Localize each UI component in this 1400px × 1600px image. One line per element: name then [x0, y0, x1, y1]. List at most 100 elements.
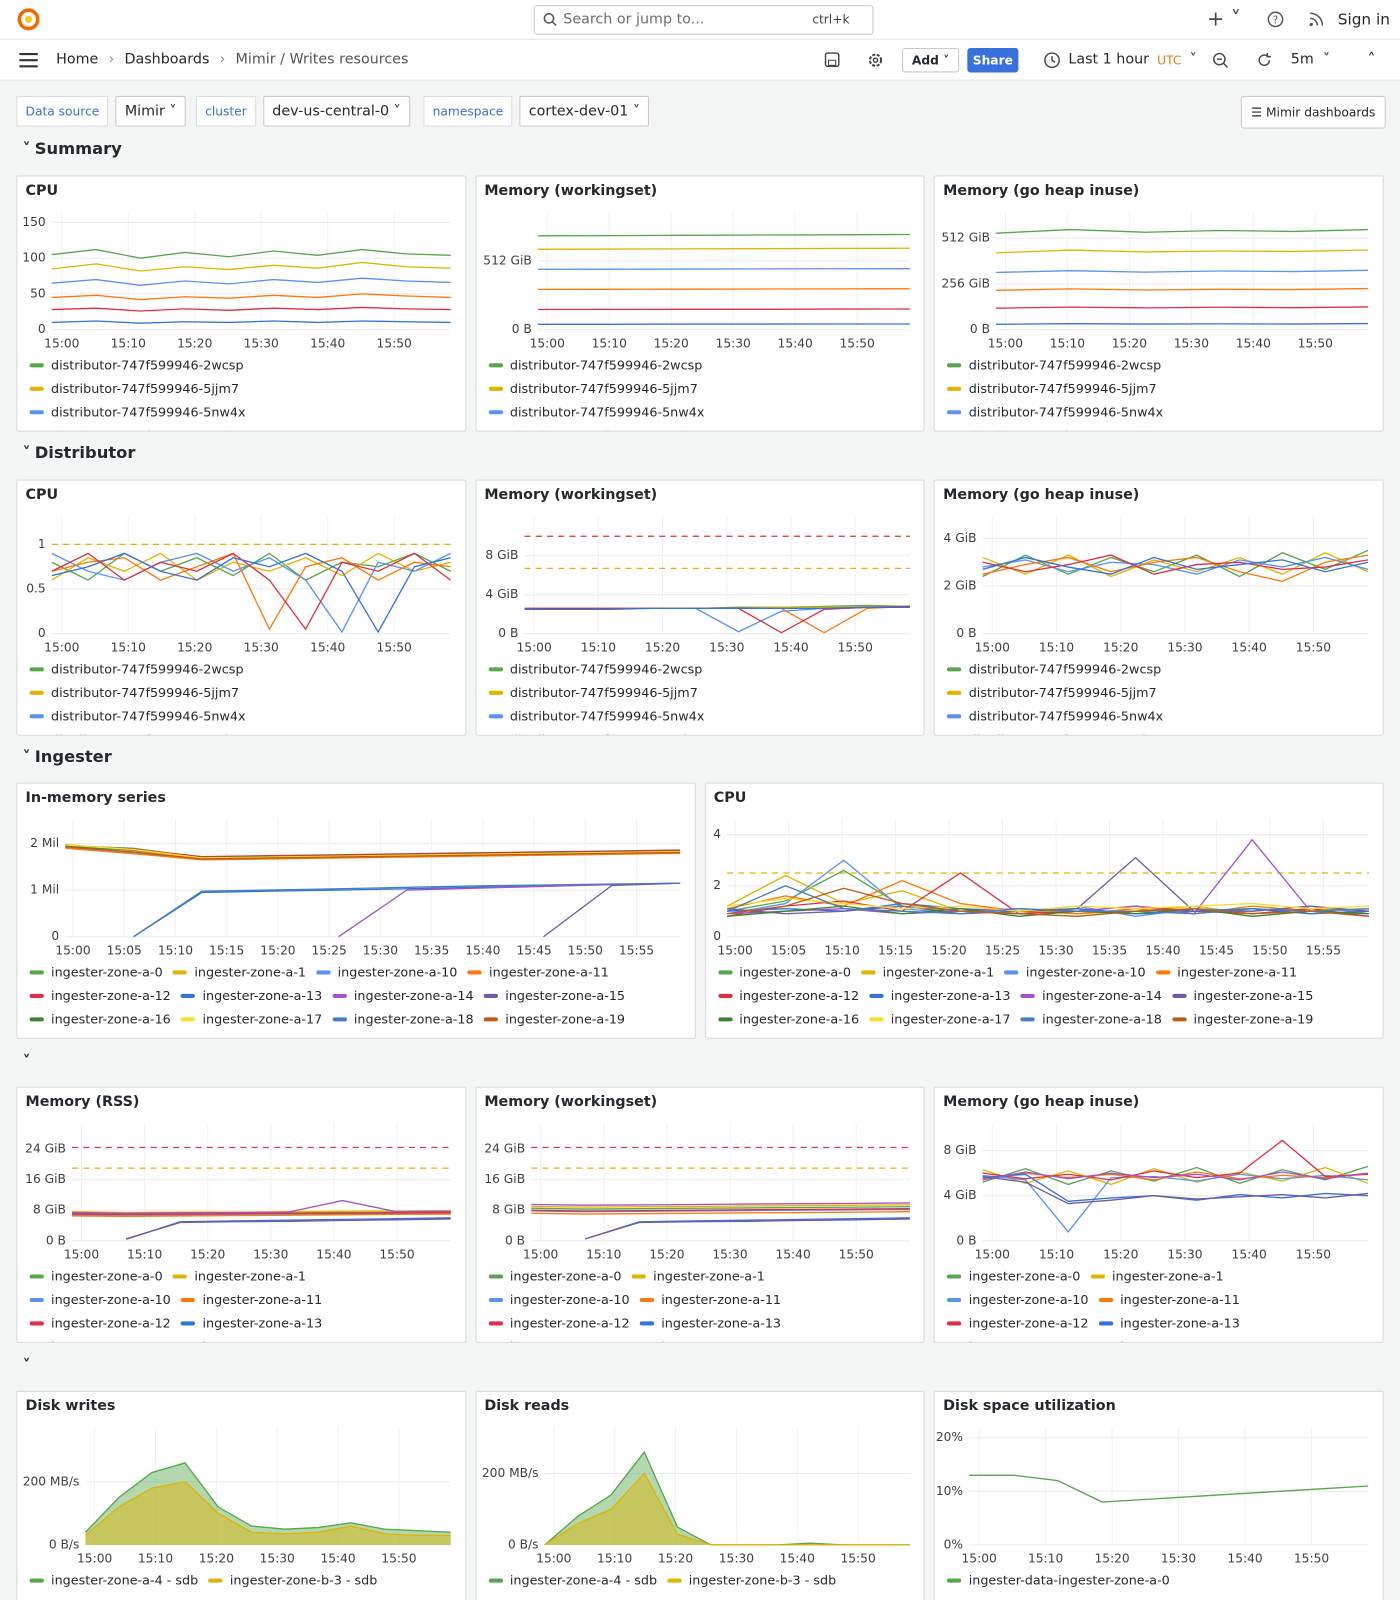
- legend-item[interactable]: ingester-zone-a-1: [861, 963, 994, 980]
- legend-item[interactable]: ingester-zone-a-18: [1020, 1010, 1162, 1027]
- variable-value[interactable]: Mimir ˅: [115, 95, 186, 127]
- legend-item[interactable]: ingester-zone-a-12: [488, 1314, 630, 1331]
- legend-item[interactable]: ingester-zone-a-11: [1098, 1291, 1240, 1308]
- legend-item[interactable]: ingester-zone-a-10: [488, 1291, 630, 1308]
- legend-item[interactable]: ingester-zone-a-15: [483, 987, 625, 1004]
- refresh-interval[interactable]: 5m ˅: [1290, 51, 1331, 68]
- legend-item[interactable]: ingester-zone-a-15: [1099, 1338, 1240, 1342]
- legend-item[interactable]: ingester-zone-a-13: [181, 987, 322, 1004]
- legend-item[interactable]: ingester-zone-a-4 - sdb: [488, 1571, 657, 1588]
- refresh-icon[interactable]: [1256, 52, 1272, 68]
- legend-item[interactable]: distributor-747f599946-5nw4x: [947, 707, 1163, 724]
- legend-item[interactable]: distributor-747f599946-2wcsp: [488, 660, 702, 677]
- row-header[interactable]: ˅ Summary: [22, 138, 122, 159]
- search-box[interactable]: Search or jump to... ctrl+k: [533, 5, 874, 35]
- legend-item[interactable]: ingester-zone-a-10: [29, 1291, 171, 1308]
- variable-value[interactable]: dev-us-central-0 ˅: [263, 95, 411, 127]
- legend-item[interactable]: ingester-zone-a-11: [1155, 963, 1297, 980]
- legend-item[interactable]: ingester-zone-a-12: [29, 1314, 171, 1331]
- legend-item[interactable]: distributor-747f599946-2wcsp: [29, 660, 244, 677]
- legend-item[interactable]: ingester-zone-a-0: [947, 1267, 1080, 1284]
- legend-item[interactable]: ingester-zone-a-14: [332, 987, 474, 1004]
- grafana-logo[interactable]: [16, 7, 40, 31]
- legend-item[interactable]: ingester-zone-a-13: [869, 987, 1010, 1004]
- row-header[interactable]: ˅ Distributor: [22, 442, 136, 463]
- legend-item[interactable]: distributor-747f599946-5nw4x: [29, 707, 246, 724]
- legend-item[interactable]: distributor-747f599946-5jjm7: [29, 684, 239, 701]
- legend-item[interactable]: ingester-zone-a-19: [1172, 1010, 1313, 1027]
- legend-item[interactable]: ingester-zone-a-11: [639, 1291, 781, 1308]
- legend-item[interactable]: ingester-zone-a-17: [181, 1010, 322, 1027]
- breadcrumb[interactable]: Home: [56, 51, 99, 68]
- news-icon[interactable]: [1308, 11, 1324, 27]
- legend-item[interactable]: ingester-zone-a-14: [30, 1338, 171, 1342]
- legend-item[interactable]: ingester-zone-a-12: [717, 987, 859, 1004]
- legend-item[interactable]: distributor-747f599946-2wcsp: [488, 356, 702, 373]
- legend-item[interactable]: ingester-zone-a-14: [1020, 987, 1162, 1004]
- legend-item[interactable]: distributor-747f599946-5ptht: [488, 731, 697, 735]
- legend-item[interactable]: distributor-747f599946-5nw4x: [29, 403, 246, 420]
- legend-item[interactable]: distributor-747f599946-5jjm7: [488, 380, 698, 397]
- new-button[interactable]: + ˅: [1207, 6, 1241, 31]
- row-header[interactable]: ˅ Ingester: [22, 746, 112, 767]
- legend-item[interactable]: distributor-747f599946-5ptht: [488, 427, 697, 431]
- legend-item[interactable]: ingester-zone-a-10: [316, 963, 457, 980]
- save-icon[interactable]: [824, 52, 840, 68]
- legend-item[interactable]: ingester-zone-b-3 - sdb: [208, 1571, 377, 1588]
- legend-item[interactable]: ingester-zone-a-18: [332, 1010, 474, 1027]
- legend-item[interactable]: ingester-zone-a-10: [947, 1291, 1088, 1308]
- legend-item[interactable]: ingester-zone-a-1: [1090, 1267, 1224, 1284]
- dashboard-links[interactable]: ☰ Mimir dashboards: [1240, 95, 1386, 129]
- menu-icon[interactable]: [18, 52, 38, 68]
- legend-item[interactable]: distributor-747f599946-5nw4x: [488, 403, 704, 420]
- legend-item[interactable]: distributor-747f599946-5ptht: [30, 427, 238, 431]
- legend-item[interactable]: ingester-zone-a-1: [172, 1267, 306, 1284]
- add-button[interactable]: Add ˅: [902, 47, 960, 73]
- legend-item[interactable]: ingester-zone-b-3 - sdb: [667, 1571, 836, 1588]
- legend-item[interactable]: ingester-data-ingester-zone-a-0: [947, 1571, 1170, 1588]
- legend-item[interactable]: ingester-zone-a-0: [488, 1267, 622, 1284]
- breadcrumb[interactable]: Dashboards: [124, 51, 210, 68]
- legend-item[interactable]: distributor-747f599946-5nw4x: [488, 707, 704, 724]
- settings-icon[interactable]: [867, 52, 883, 68]
- legend-item[interactable]: ingester-zone-a-11: [467, 963, 609, 980]
- legend-item[interactable]: ingester-zone-a-10: [1004, 963, 1146, 980]
- legend-item[interactable]: distributor-747f599946-5nw4x: [947, 403, 1163, 420]
- legend-item[interactable]: ingester-zone-a-13: [181, 1314, 322, 1331]
- legend-item[interactable]: ingester-zone-a-1: [631, 1267, 765, 1284]
- legend-item[interactable]: ingester-zone-a-15: [1172, 987, 1313, 1004]
- legend-item[interactable]: ingester-zone-a-13: [1098, 1314, 1240, 1331]
- row-header[interactable]: ˅: [22, 1051, 31, 1071]
- legend-item[interactable]: distributor-747f599946-2wcsp: [947, 356, 1161, 373]
- legend-item[interactable]: distributor-747f599946-5jjm7: [947, 380, 1157, 397]
- legend-item[interactable]: distributor-747f599946-5jjm7: [488, 684, 698, 701]
- collapse-button[interactable]: ˄: [1367, 48, 1376, 69]
- legend-item[interactable]: distributor-747f599946-5ptht: [947, 427, 1156, 431]
- legend-item[interactable]: distributor-747f599946-5jjm7: [29, 380, 239, 397]
- legend-item[interactable]: distributor-747f599946-5ptht: [947, 731, 1156, 735]
- legend-item[interactable]: ingester-zone-a-15: [640, 1338, 781, 1342]
- legend-item[interactable]: distributor-747f599946-5ptht: [30, 731, 238, 735]
- legend-item[interactable]: ingester-zone-a-17: [869, 1010, 1010, 1027]
- legend-item[interactable]: ingester-zone-a-16: [717, 1010, 859, 1027]
- help-icon[interactable]: ?: [1267, 11, 1284, 28]
- legend-item[interactable]: ingester-zone-a-0: [29, 963, 163, 980]
- legend-item[interactable]: ingester-zone-a-12: [29, 987, 171, 1004]
- share-button[interactable]: Share: [967, 47, 1019, 73]
- legend-item[interactable]: ingester-zone-a-14: [947, 1338, 1089, 1342]
- legend-item[interactable]: ingester-zone-a-13: [639, 1314, 781, 1331]
- row-header[interactable]: ˅: [22, 1355, 31, 1375]
- legend-item[interactable]: distributor-747f599946-5jjm7: [947, 684, 1157, 701]
- legend-item[interactable]: ingester-zone-a-4 - sdb: [29, 1571, 199, 1588]
- legend-item[interactable]: ingester-zone-a-1: [172, 963, 306, 980]
- zoom-out-icon[interactable]: [1212, 52, 1229, 68]
- legend-item[interactable]: ingester-zone-a-0: [29, 1267, 163, 1284]
- legend-item[interactable]: ingester-zone-a-19: [483, 1010, 625, 1027]
- variable-value[interactable]: cortex-dev-01 ˅: [519, 95, 650, 127]
- legend-item[interactable]: ingester-zone-a-12: [947, 1314, 1088, 1331]
- legend-item[interactable]: ingester-zone-a-14: [488, 1338, 630, 1342]
- legend-item[interactable]: distributor-747f599946-2wcsp: [947, 660, 1161, 677]
- legend-item[interactable]: ingester-zone-a-16: [29, 1010, 171, 1027]
- legend-item[interactable]: ingester-zone-a-0: [717, 963, 851, 980]
- sign-in[interactable]: Sign in: [1337, 10, 1390, 29]
